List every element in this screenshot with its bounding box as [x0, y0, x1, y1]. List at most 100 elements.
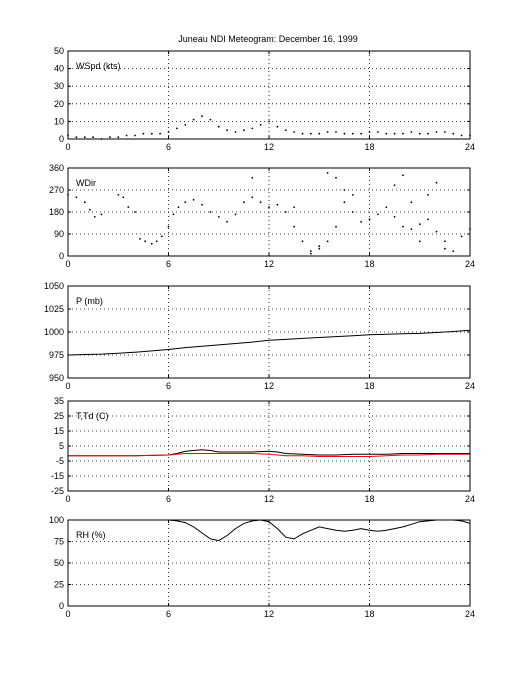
y-tick-label: 20: [54, 99, 64, 109]
data-point: [201, 203, 203, 206]
x-tick-label: 18: [364, 609, 374, 619]
panel-3: 0 6 12 18 24 950 975 1000 1025 1050 P (mb): [44, 281, 475, 391]
y-tick-label: 25: [54, 411, 64, 421]
y-tick-label: 100: [49, 515, 64, 525]
data-point: [234, 213, 237, 216]
data-point: [418, 223, 421, 226]
data-point: [93, 216, 96, 218]
data-point: [268, 206, 270, 209]
data-point: [134, 211, 136, 213]
y-tick-label: 50: [54, 558, 64, 568]
x-tick-label: 24: [465, 381, 475, 391]
data-point: [100, 213, 103, 216]
data-point: [435, 181, 438, 184]
data-point: [259, 201, 262, 204]
data-point: [276, 125, 279, 128]
x-tick-label: 12: [264, 142, 274, 152]
panel-1: 0 6 12 18 24 0 10 20 30 40 50 WSpd (kts): [54, 46, 475, 152]
y-tick-label: 35: [54, 396, 64, 406]
y-tick-label: 0: [59, 251, 64, 261]
data-point: [259, 124, 262, 126]
data-point: [460, 235, 463, 238]
x-tick-label: 6: [166, 259, 171, 269]
data-point: [301, 132, 304, 135]
data-point: [139, 238, 141, 240]
data-point: [209, 211, 212, 213]
y-tick-label: 5: [59, 441, 64, 451]
y-tick-label: 40: [54, 64, 64, 74]
y-tick-label: -25: [51, 486, 64, 496]
x-tick-label: 6: [166, 494, 171, 504]
y-tick-label: 90: [54, 229, 64, 239]
data-point: [117, 136, 120, 139]
data-point: [351, 211, 354, 213]
data-point: [167, 131, 170, 133]
y-tick-label: 1025: [44, 304, 64, 314]
data-point: [160, 235, 163, 238]
data-point: [192, 118, 195, 121]
data-point: [360, 132, 362, 135]
data-point: [293, 225, 295, 228]
data-point: [343, 132, 346, 135]
data-point: [310, 252, 312, 255]
x-tick-label: 18: [364, 142, 374, 152]
data-point: [201, 115, 203, 117]
data-point: [377, 213, 379, 216]
panel-label: WSpd (kts): [76, 61, 121, 71]
series-line: [67, 329, 471, 356]
data-point: [410, 131, 413, 133]
data-point: [452, 250, 455, 253]
panel-2: 0 6 12 18 24 0 90 180 270 360 WDir: [49, 163, 475, 269]
x-tick-label: 0: [65, 259, 70, 269]
data-point: [326, 240, 329, 243]
data-point: [293, 131, 295, 133]
x-tick-label: 12: [264, 381, 274, 391]
panel-5: 0 6 12 18 24 0 25 50 75 100 RH (%): [49, 515, 475, 619]
x-tick-label: 12: [264, 494, 274, 504]
series-line: [68, 449, 470, 457]
data-point: [460, 134, 463, 137]
data-point: [293, 206, 295, 209]
data-point: [393, 216, 396, 218]
x-tick-label: 24: [465, 494, 475, 504]
data-point: [444, 247, 446, 250]
x-tick-label: 18: [364, 381, 374, 391]
data-point: [284, 129, 287, 132]
data-point: [177, 206, 180, 209]
data-point: [209, 118, 212, 121]
data-point: [427, 132, 429, 135]
data-point: [326, 131, 329, 133]
x-tick-label: 24: [465, 259, 475, 269]
x-tick-label: 18: [364, 494, 374, 504]
data-point: [410, 201, 413, 204]
data-point: [393, 132, 396, 135]
y-tick-label: -15: [51, 471, 64, 481]
y-tick-label: 1000: [44, 327, 64, 337]
y-tick-label: -5: [56, 456, 64, 466]
data-point: [385, 132, 388, 135]
panel-label: RH (%): [76, 530, 106, 540]
y-tick-label: 25: [54, 580, 64, 590]
panel-label: WDir: [76, 178, 96, 188]
series-line: [68, 453, 470, 457]
figure-title: Juneau NDI Meteogram: December 16, 1999: [178, 34, 358, 44]
y-tick-label: 0: [59, 601, 64, 611]
y-tick-label: 950: [49, 373, 64, 383]
x-tick-label: 12: [264, 609, 274, 619]
x-tick-label: 24: [465, 142, 475, 152]
data-point: [172, 213, 175, 216]
data-point: [155, 240, 158, 243]
data-point: [83, 136, 86, 139]
data-point: [402, 225, 404, 228]
data-point: [217, 125, 220, 128]
data-point: [122, 196, 125, 199]
x-tick-label: 18: [364, 259, 374, 269]
data-point: [385, 206, 388, 209]
data-point: [159, 132, 162, 135]
x-tick-label: 6: [166, 142, 171, 152]
data-point: [251, 196, 254, 199]
data-point: [310, 250, 312, 253]
data-point: [125, 134, 128, 137]
